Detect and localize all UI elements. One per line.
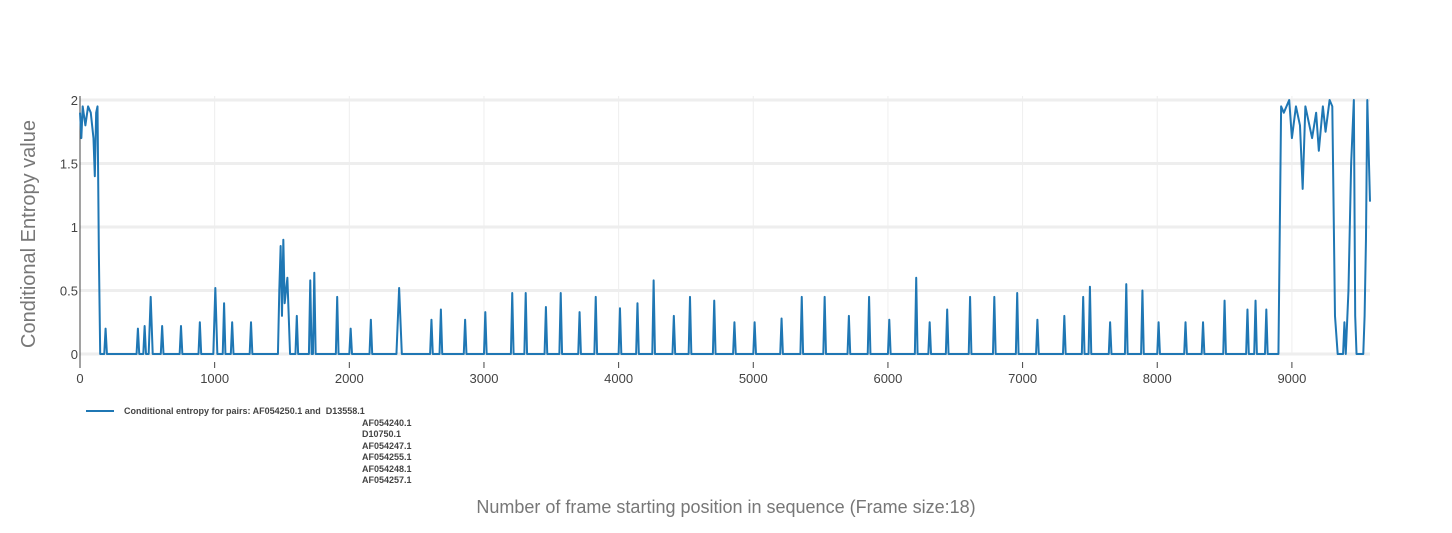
data-line bbox=[79, 99, 1371, 355]
x-tick-label: 2000 bbox=[335, 371, 364, 386]
y-tick-label: 1.5 bbox=[60, 157, 78, 172]
x-tick-label: 7000 bbox=[1008, 371, 1037, 386]
x-tick-label: 8000 bbox=[1143, 371, 1172, 386]
x-tick-label: 3000 bbox=[470, 371, 499, 386]
legend-label: Conditional entropy for pairs: AF054250.… bbox=[124, 406, 412, 485]
y-tick-label: 1 bbox=[71, 220, 78, 235]
x-tick-label: 5000 bbox=[739, 371, 768, 386]
x-tick-label: 1000 bbox=[200, 371, 229, 386]
x-tick-label: 0 bbox=[76, 371, 83, 386]
x-tick-label: 9000 bbox=[1277, 371, 1306, 386]
y-tick-label: 0 bbox=[71, 347, 78, 362]
x-tick-label: 6000 bbox=[873, 371, 902, 386]
x-axis-title: Number of frame starting position in seq… bbox=[476, 497, 975, 517]
y-tick-label: 0.5 bbox=[60, 284, 78, 299]
y-tick-label: 2 bbox=[71, 93, 78, 108]
x-tick-label: 4000 bbox=[604, 371, 633, 386]
y-axis-title: Conditional Entropy value bbox=[18, 120, 40, 348]
